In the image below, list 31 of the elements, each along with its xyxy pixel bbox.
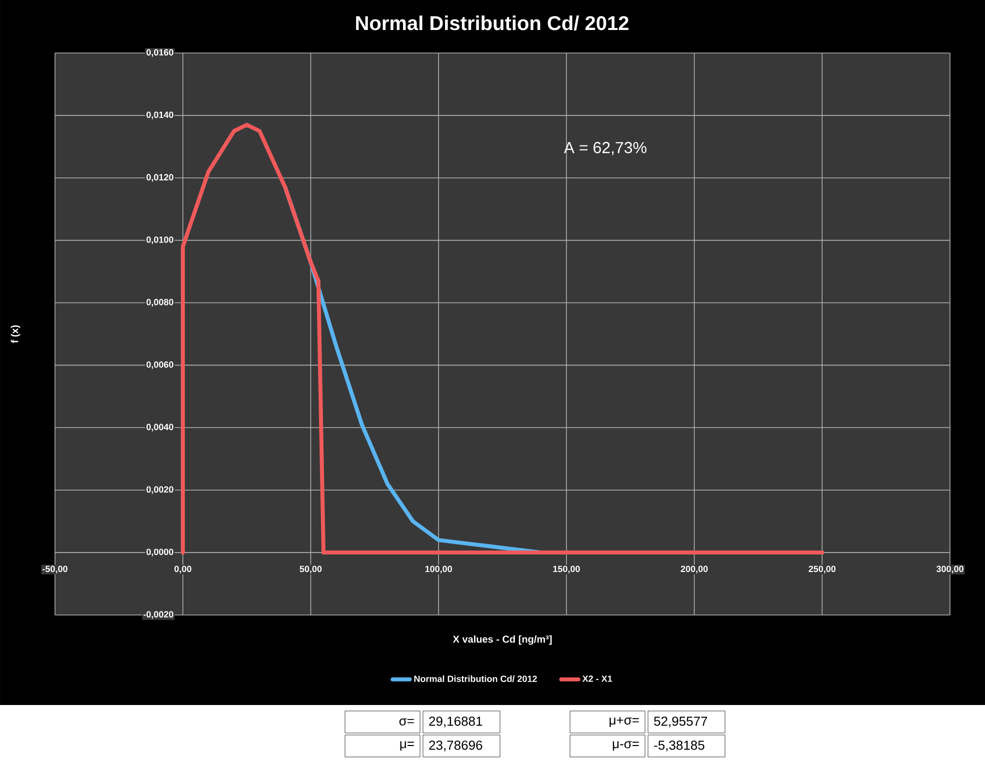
y-tick-label: -0,0020: [143, 611, 174, 619]
text: 29,16881: [429, 716, 482, 728]
text: 23,78696: [429, 740, 482, 752]
y-tick-label: 0,0160: [146, 49, 174, 57]
y-tick-label: 0,0060: [146, 361, 174, 370]
y-tick-label: 0,0040: [146, 424, 174, 432]
x-tick-label: 300,00: [936, 566, 964, 574]
legend-label: Normal Distribution Cd/ 2012: [414, 675, 537, 682]
text: μ+σ=: [610, 716, 639, 727]
chart-title: Normal Distribution Cd/ 2012: [356, 16, 628, 30]
x-tick-label: 150,00: [553, 566, 580, 574]
legend-label: X2 - X1: [582, 676, 612, 682]
y-tick-label: 0,0080: [146, 298, 174, 307]
y-tick-label: 0,0020: [146, 486, 174, 494]
text: -5,38185: [654, 740, 704, 752]
x-tick-label: 50,00: [300, 566, 322, 574]
text: 52,95577: [654, 716, 708, 728]
x-tick-label: -50,00: [42, 566, 68, 574]
y-tick-label: 0,0140: [146, 112, 174, 120]
x-tick-label: 200,00: [680, 566, 708, 574]
y-axis-title: f (x): [10, 325, 20, 343]
text: μ=: [400, 741, 414, 751]
x-tick-label: 0,00: [174, 566, 192, 574]
x-tick-label: 100,00: [425, 566, 452, 574]
x-axis-title: X values - Cd [ng/m³]: [452, 635, 552, 645]
y-tick-label: 0,0000: [146, 548, 174, 556]
x-tick-label: 250,00: [808, 566, 836, 574]
text: σ=: [399, 718, 414, 726]
text: μ-σ=: [612, 741, 639, 751]
y-tick-label: 0,0120: [146, 174, 174, 182]
y-tick-label: 0,0100: [146, 236, 174, 244]
